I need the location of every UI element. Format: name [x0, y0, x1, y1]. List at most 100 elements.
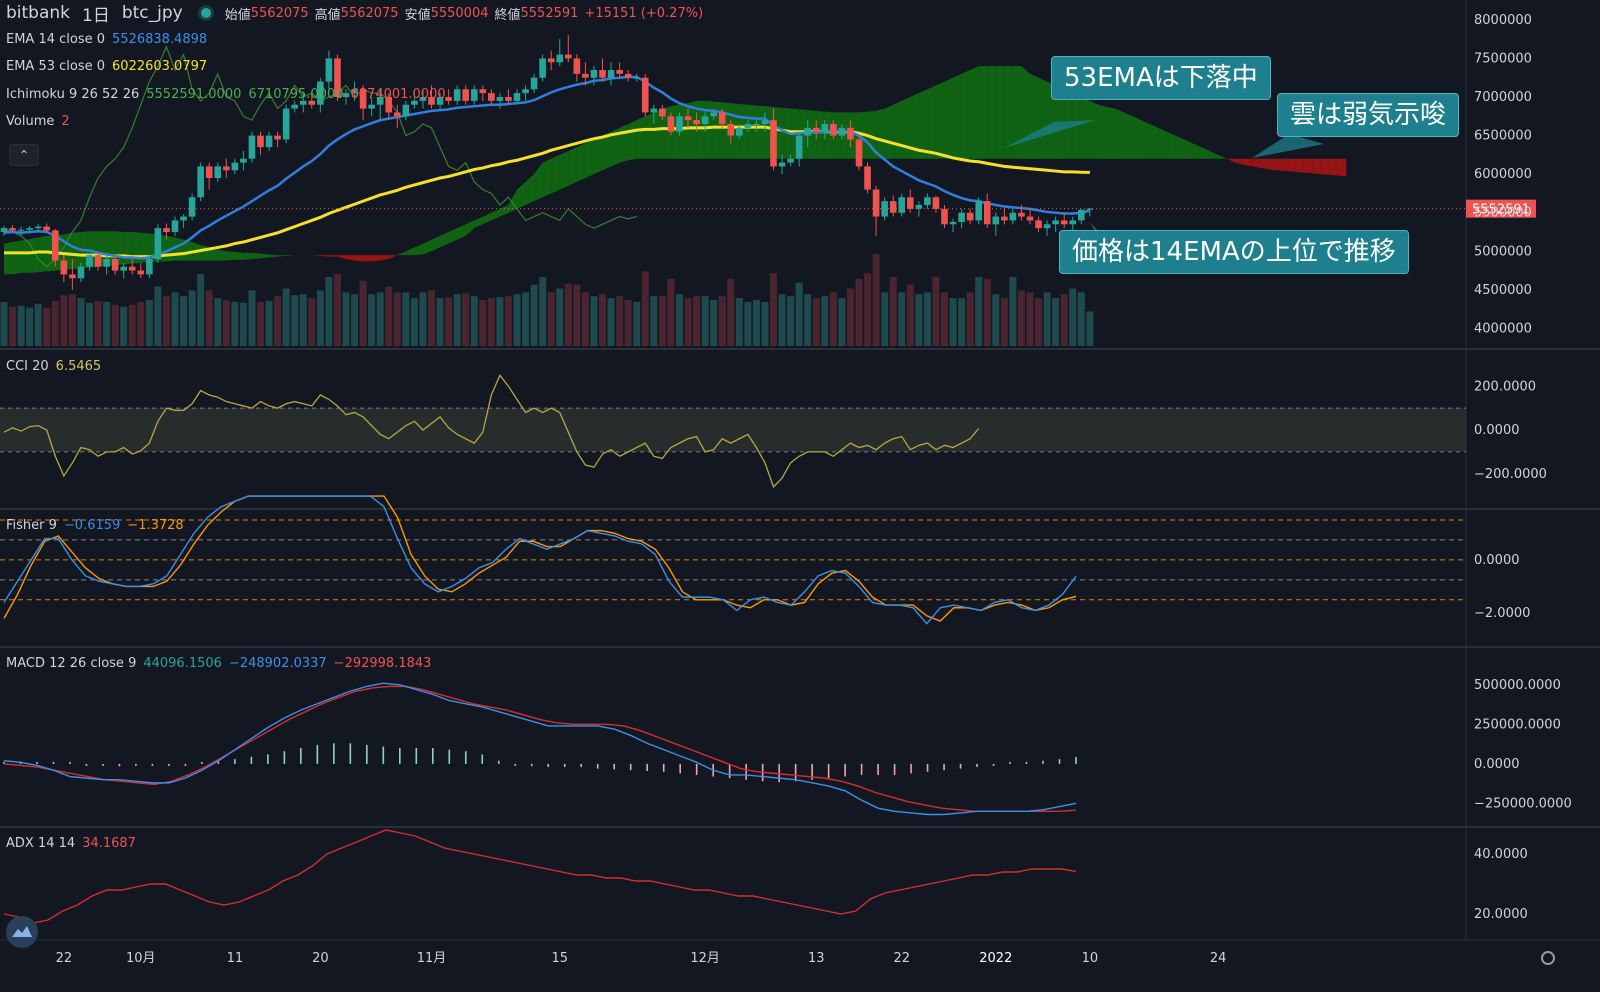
candle-body [26, 228, 33, 230]
legend-ema53[interactable]: EMA 53 close 0 6022603.0797 [6, 59, 214, 74]
candle-body [299, 100, 307, 105]
volume-bar [983, 278, 991, 346]
legend-cci-name: CCI 20 [6, 359, 49, 374]
volume-bar [1009, 277, 1017, 346]
candle-body [795, 135, 803, 159]
candle-body [924, 197, 931, 205]
exchange-name[interactable]: bitbank [6, 3, 71, 23]
volume-bar [342, 292, 350, 346]
annotation-ema53-falling[interactable]: 53EMAは下落中 [1051, 56, 1271, 100]
macd-histogram-bar [415, 748, 418, 764]
volume-bar [530, 284, 538, 346]
volume-bar [1086, 311, 1094, 346]
ichimoku-cloud-segment [602, 131, 612, 171]
timeframe[interactable]: 1日 [82, 5, 110, 26]
ichimoku-cloud-segment [388, 255, 398, 259]
ichimoku-cloud-segment [1012, 66, 1022, 159]
collapse-legend-button[interactable]: ⌃ [9, 144, 39, 166]
ichimoku-cloud-segment [422, 239, 432, 255]
candle-body [505, 97, 512, 101]
ichimoku-cloud-segment [491, 208, 500, 221]
volume-bar [573, 284, 581, 346]
pair-name[interactable]: btc_jpy [121, 3, 183, 23]
volume-bar [487, 298, 495, 346]
ichimoku-cloud-segment [816, 110, 825, 159]
annotation-above-14ema[interactable]: 価格は14EMAの上位で推移 [1059, 230, 1409, 274]
settings-gear-icon[interactable] [1541, 951, 1555, 965]
volume-bar [675, 294, 683, 346]
volume-bar [402, 292, 410, 346]
ichimoku-cloud-segment [901, 97, 911, 159]
volume-bar [658, 296, 666, 346]
macd-histogram-bar [827, 763, 830, 779]
volume-bar [299, 294, 307, 346]
candle-body [1018, 212, 1025, 217]
candle-body [137, 270, 145, 275]
legend-macd[interactable]: MACD 12 26 close 9 44096.1506 −248902.0337… [6, 656, 438, 671]
candle-body [368, 104, 375, 109]
macd-histogram-bar [3, 761, 5, 764]
macd-histogram-bar [629, 763, 632, 771]
legend-ema14[interactable]: EMA 14 close 0 5526838.4898 [6, 32, 214, 47]
volume-bar [1069, 288, 1077, 346]
legend-fisher-v2: −1.3728 [127, 518, 184, 533]
ichimoku-cloud-segment [585, 139, 594, 178]
open-label: 始値 [224, 7, 251, 23]
legend-adx[interactable]: ADX 14 14 34.1687 [6, 836, 143, 851]
macd-histogram-bar [563, 763, 566, 768]
legend-cci[interactable]: CCI 20 6.5465 [6, 359, 108, 374]
legend-volume[interactable]: Volume 2 [6, 114, 77, 129]
candle-body [291, 104, 298, 109]
candle-body [718, 112, 726, 124]
last-price-label: 5552591 [1472, 203, 1530, 218]
candle-body [633, 77, 640, 79]
candle-body [701, 116, 709, 124]
ichimoku-cloud-segment [1252, 158, 1261, 168]
annotation-cloud-bearish[interactable]: 雲は弱気示唆 [1277, 93, 1460, 137]
macd-tick-label: 250000.0000 [1474, 717, 1561, 732]
candle-body [565, 54, 572, 59]
tradingview-logo-icon[interactable] [6, 916, 38, 948]
candle-body [257, 135, 264, 148]
legend-ichimoku-name: Ichimoku 9 26 52 26 [6, 87, 140, 102]
volume-bar [333, 274, 341, 346]
candle-body [804, 127, 811, 136]
candle-body [180, 216, 187, 221]
macd-histogram-bar [794, 763, 797, 782]
legend-volume-name: Volume [6, 114, 55, 129]
candle-body [34, 226, 42, 229]
candle-body [265, 135, 273, 148]
candle-body [1035, 220, 1042, 229]
legend-fisher[interactable]: Fisher 9 −0.6159 −1.3728 [6, 518, 191, 533]
candle-body [188, 197, 196, 217]
legend-ichimoku-v2: 6710795.0000 [248, 87, 344, 102]
macd-histogram-bar [448, 749, 451, 764]
macd-histogram-bar [283, 751, 286, 764]
candle-body [205, 166, 213, 178]
volume-bar [60, 295, 68, 346]
ichimoku-cloud-segment [354, 255, 364, 262]
time-tick-label: 11月 [417, 951, 447, 966]
candle-body [163, 228, 170, 232]
ichimoku-cloud-segment [1175, 135, 1184, 159]
macd-histogram-bar [547, 763, 550, 768]
ichimoku-cloud-segment [645, 112, 654, 159]
ichimoku-cloud-segment [29, 237, 39, 273]
candle-body [1078, 209, 1085, 221]
candle-body [641, 77, 649, 113]
ichimoku-cloud-segment [824, 111, 834, 159]
volume-bar [282, 288, 290, 346]
legend-ichimoku[interactable]: Ichimoku 9 26 52 26 5552591.0000 6710795.0… [6, 87, 453, 102]
ichimoku-cloud-segment [1295, 158, 1304, 173]
candle-body [889, 201, 897, 213]
candle-body [599, 70, 606, 78]
volume-bar [479, 300, 487, 346]
ichimoku-cloud-segment [927, 85, 936, 159]
ichimoku-cloud-segment [841, 112, 851, 159]
candle-body [171, 220, 179, 232]
volume-bar [564, 283, 572, 346]
volume-bar [470, 296, 478, 346]
ichimoku-cloud-segment [935, 81, 945, 159]
